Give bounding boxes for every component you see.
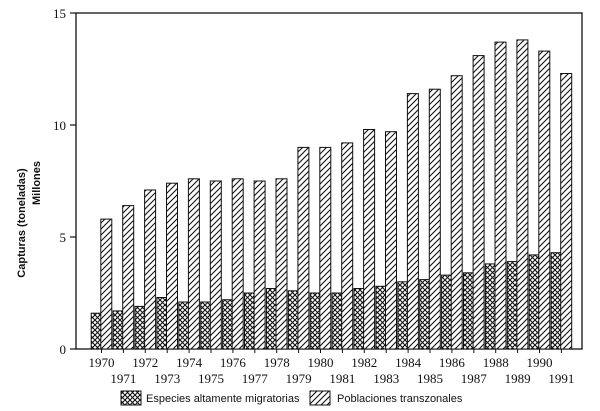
legend-swatch [309,390,331,406]
legend-swatch [120,390,142,406]
bar-poblaciones-transzonales [209,180,222,350]
y-tick-label: 0 [60,342,67,357]
legend: Especies altamente migratorias Poblacione… [120,390,463,406]
y-tick-label: 10 [53,118,66,133]
bar-poblaciones-transzonales [144,189,157,350]
x-tick-label: 1974 [176,355,203,370]
legend-label: Poblaciones transzonales [337,393,463,405]
bar-poblaciones-transzonales [275,178,288,350]
bar-poblaciones-transzonales [406,93,419,350]
bar-poblaciones-transzonales [560,73,573,350]
bars [90,39,573,350]
bar-poblaciones-transzonales [319,146,332,350]
x-tick-label: 1991 [548,371,574,386]
x-tick-label: 1984 [395,355,422,370]
x-tick-label: 1970 [89,355,115,370]
bar-poblaciones-transzonales [516,39,529,350]
y-tick-label: 5 [60,230,67,245]
x-tick-label: 1988 [483,355,509,370]
bar-poblaciones-transzonales [231,178,244,350]
x-tick-label: 1985 [417,371,443,386]
x-tick-label: 1982 [351,355,377,370]
x-tick-label: 1971 [110,371,136,386]
x-axis: 1970197119721973197419751976197719781979… [89,349,574,386]
bar-poblaciones-transzonales [187,178,200,350]
bar-poblaciones-transzonales [297,146,310,350]
y-axis-label: Capturas (toneladas) Millones [16,161,43,278]
x-tick-label: 1989 [505,371,531,386]
y-axis-label-line1: Capturas (toneladas) [16,168,28,278]
x-tick-label: 1981 [329,371,355,386]
bar-poblaciones-transzonales [363,129,376,350]
x-tick-label: 1975 [198,371,224,386]
x-tick-label: 1979 [286,371,312,386]
bar-poblaciones-transzonales [166,182,178,350]
bar-poblaciones-transzonales [100,218,113,350]
bar-poblaciones-transzonales [253,180,266,350]
bar-poblaciones-transzonales [122,205,135,350]
x-tick-label: 1972 [132,355,158,370]
x-tick-label: 1978 [264,355,290,370]
y-axis-label-line2: Millones [31,161,43,205]
x-tick-label: 1990 [527,355,553,370]
x-tick-label: 1977 [242,371,269,386]
bar-poblaciones-transzonales [428,88,441,350]
bar-poblaciones-transzonales [450,75,463,350]
x-tick-label: 1987 [461,371,488,386]
bar-poblaciones-transzonales [385,131,397,350]
legend-label: Especies altamente migratorias [146,393,300,405]
x-tick-label: 1983 [373,371,399,386]
x-tick-label: 1986 [439,355,466,370]
x-tick-label: 1980 [308,355,334,370]
bar-poblaciones-transzonales [494,41,507,350]
y-tick-label: 15 [53,6,66,21]
x-tick-label: 1973 [154,371,180,386]
y-axis: 0 5 10 15 [53,6,76,357]
x-tick-label: 1976 [220,355,247,370]
bar-poblaciones-transzonales [341,142,354,350]
bar-poblaciones-transzonales [538,50,551,350]
bar-poblaciones-transzonales [472,55,485,350]
